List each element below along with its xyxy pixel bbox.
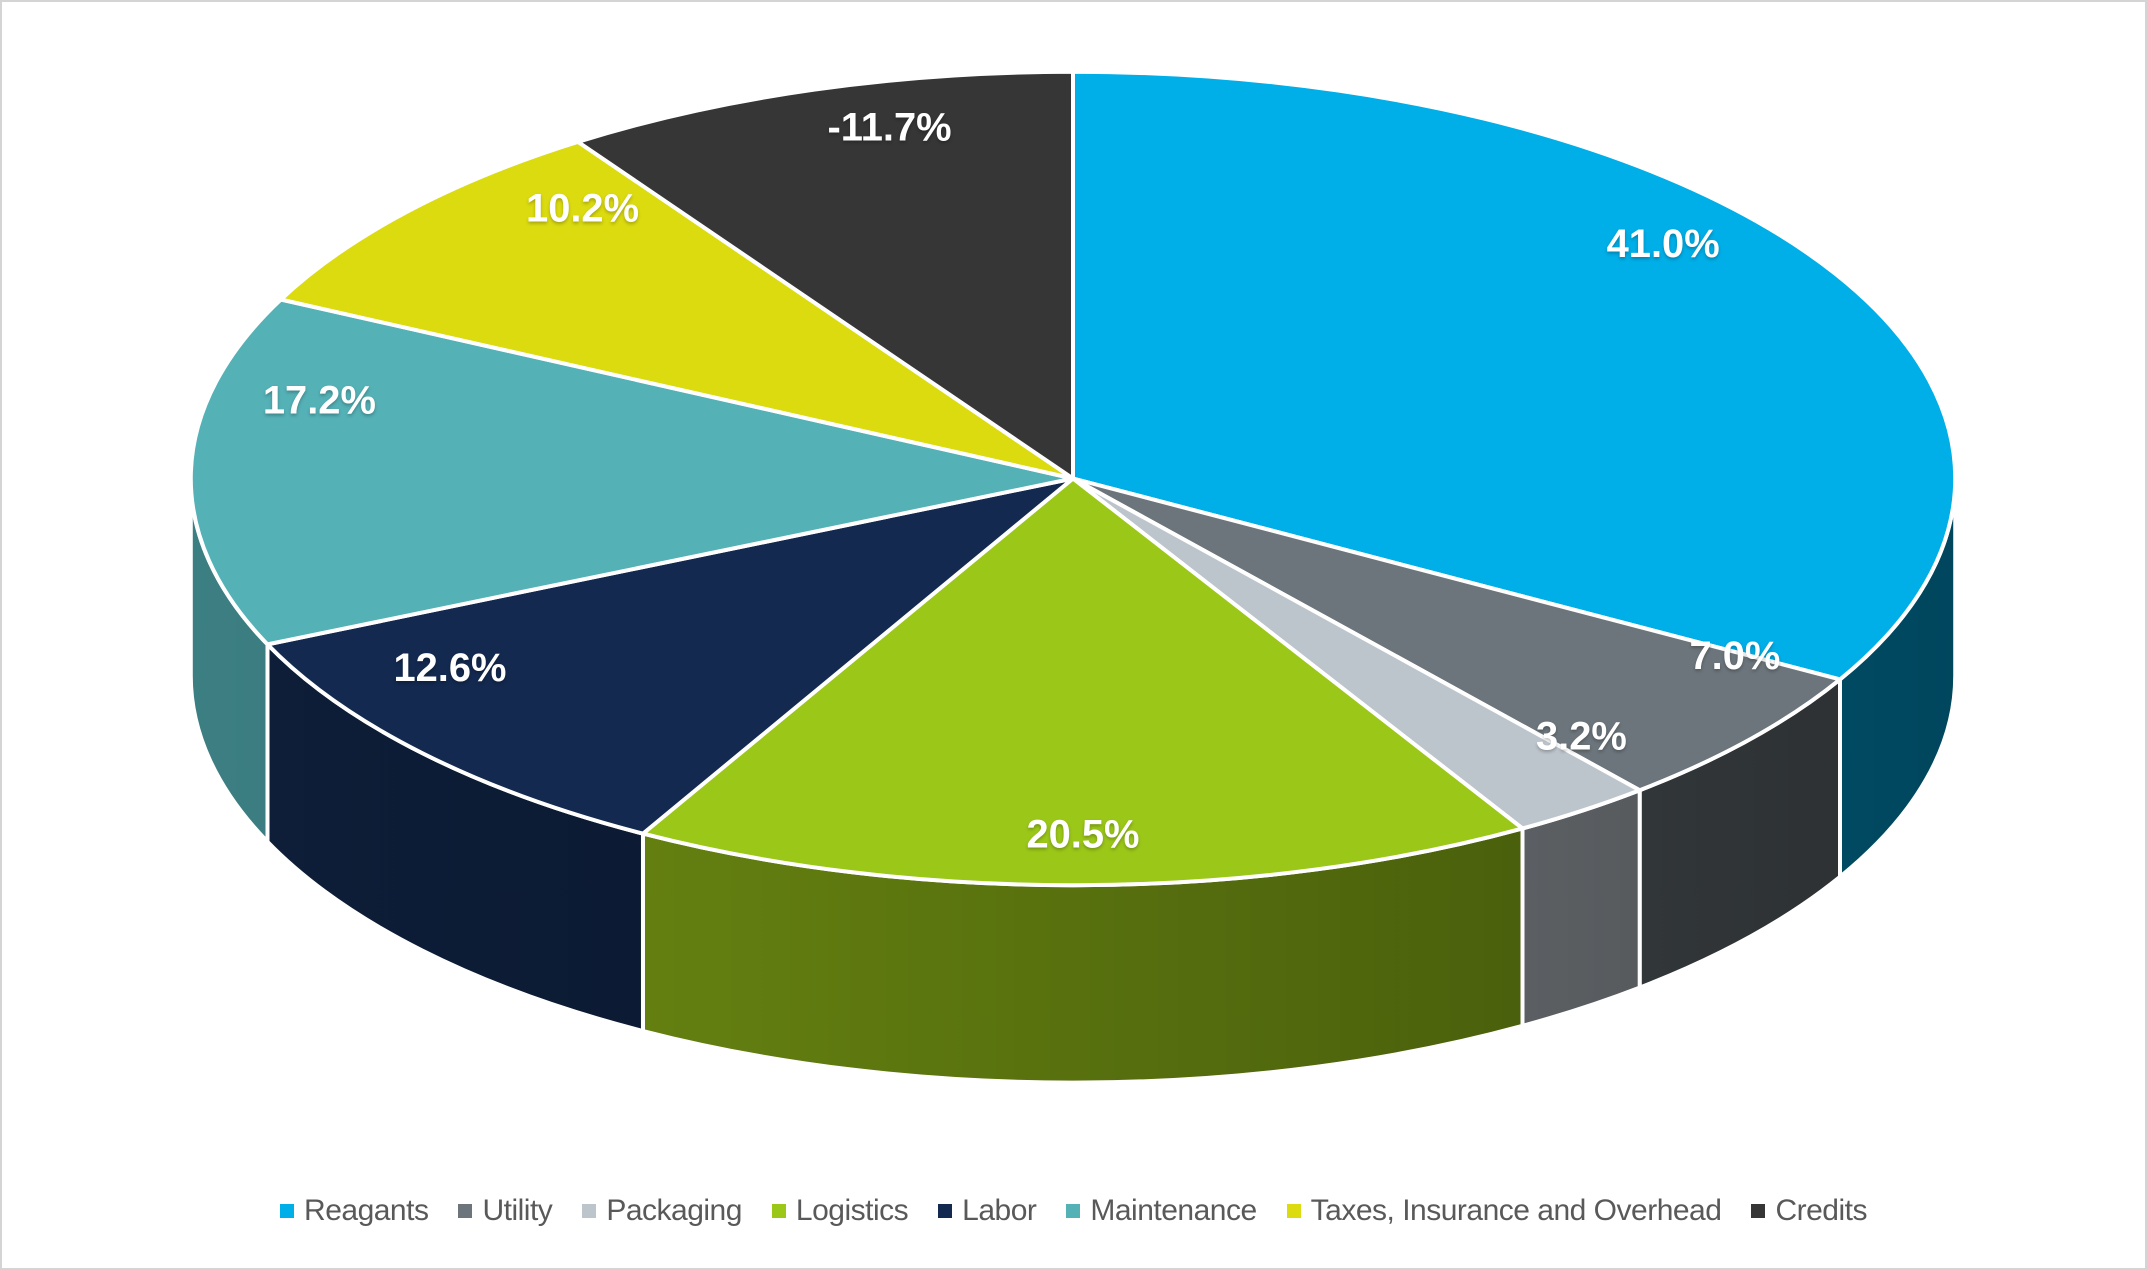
slice-label-packaging: 3.2% — [1536, 715, 1627, 759]
legend-item-packaging: Packaging — [582, 1194, 742, 1228]
legend-swatch-icon — [582, 1204, 597, 1218]
legend-label: Maintenance — [1090, 1194, 1257, 1227]
pie-slice-credits — [575, 69, 1075, 481]
legend-label: Labor — [962, 1194, 1037, 1227]
legend-label: Utility — [482, 1194, 553, 1227]
legend-item-logistics: Logistics — [771, 1194, 909, 1228]
legend-item-labor: Labor — [938, 1194, 1037, 1228]
slice-label-labor: 12.6% — [393, 646, 506, 690]
pie-slice-taxes-insurance-and-overhead — [278, 139, 1075, 481]
pie-slice-reagants — [1071, 69, 1958, 682]
pie-slice-labor — [265, 476, 1075, 836]
legend-label: Packaging — [606, 1194, 742, 1227]
legend-item-reagants: Reagants — [280, 1194, 429, 1228]
legend-swatch-icon — [771, 1204, 786, 1218]
legend-item-taxes-insurance-and-overhead: Taxes, Insurance and Overhead — [1286, 1194, 1722, 1228]
legend-swatch-icon — [1751, 1204, 1766, 1218]
slice-label-reagants: 41.0% — [1607, 222, 1720, 266]
pie-slice-utility — [1071, 476, 1842, 793]
legend-label: Taxes, Insurance and Overhead — [1310, 1194, 1722, 1227]
pie-slice-maintenance — [188, 297, 1075, 647]
slice-label-taxes-insurance-and-overhead: 10.2% — [526, 186, 639, 230]
legend-label: Credits — [1775, 1194, 1867, 1227]
legend-label: Logistics — [795, 1194, 909, 1227]
slice-label-utility: 7.0% — [1689, 634, 1780, 678]
legend-item-maintenance: Maintenance — [1066, 1194, 1257, 1228]
legend-swatch-icon — [280, 1204, 295, 1218]
legend-label: Reagants — [304, 1194, 429, 1227]
slice-label-credits: -11.7% — [828, 106, 952, 150]
legend-item-credits: Credits — [1751, 1194, 1867, 1228]
legend-item-utility: Utility — [458, 1194, 553, 1228]
slice-label-maintenance: 17.2% — [263, 379, 376, 423]
slice-label-logistics: 20.5% — [1026, 812, 1139, 856]
chart-legend: Reagants Utility Packaging Logistics Labor Ma… — [2, 1194, 2145, 1228]
legend-swatch-icon — [1286, 1204, 1301, 1218]
pie-slice-logistics — [640, 476, 1525, 888]
legend-swatch-icon — [458, 1204, 473, 1218]
legend-swatch-icon — [1066, 1204, 1081, 1218]
legend-swatch-icon — [938, 1204, 953, 1218]
